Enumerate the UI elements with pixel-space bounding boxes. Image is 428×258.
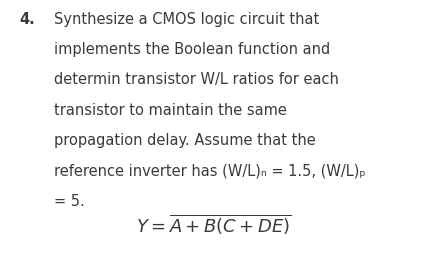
Text: implements the Boolean function and: implements the Boolean function and — [54, 42, 330, 57]
Text: propagation delay. Assume that the: propagation delay. Assume that the — [54, 133, 315, 148]
Text: transistor to maintain the same: transistor to maintain the same — [54, 103, 286, 118]
Text: Synthesize a CMOS logic circuit that: Synthesize a CMOS logic circuit that — [54, 12, 319, 27]
Text: reference inverter has (W/L)ₙ = 1.5, (W/L)ₚ: reference inverter has (W/L)ₙ = 1.5, (W/… — [54, 164, 365, 179]
Text: = 5.: = 5. — [54, 194, 84, 209]
Text: $Y = \overline{A + B(C + DE)}$: $Y = \overline{A + B(C + DE)}$ — [136, 212, 292, 236]
Text: 4.: 4. — [19, 12, 35, 27]
Text: determin transistor W/L ratios for each: determin transistor W/L ratios for each — [54, 72, 339, 87]
